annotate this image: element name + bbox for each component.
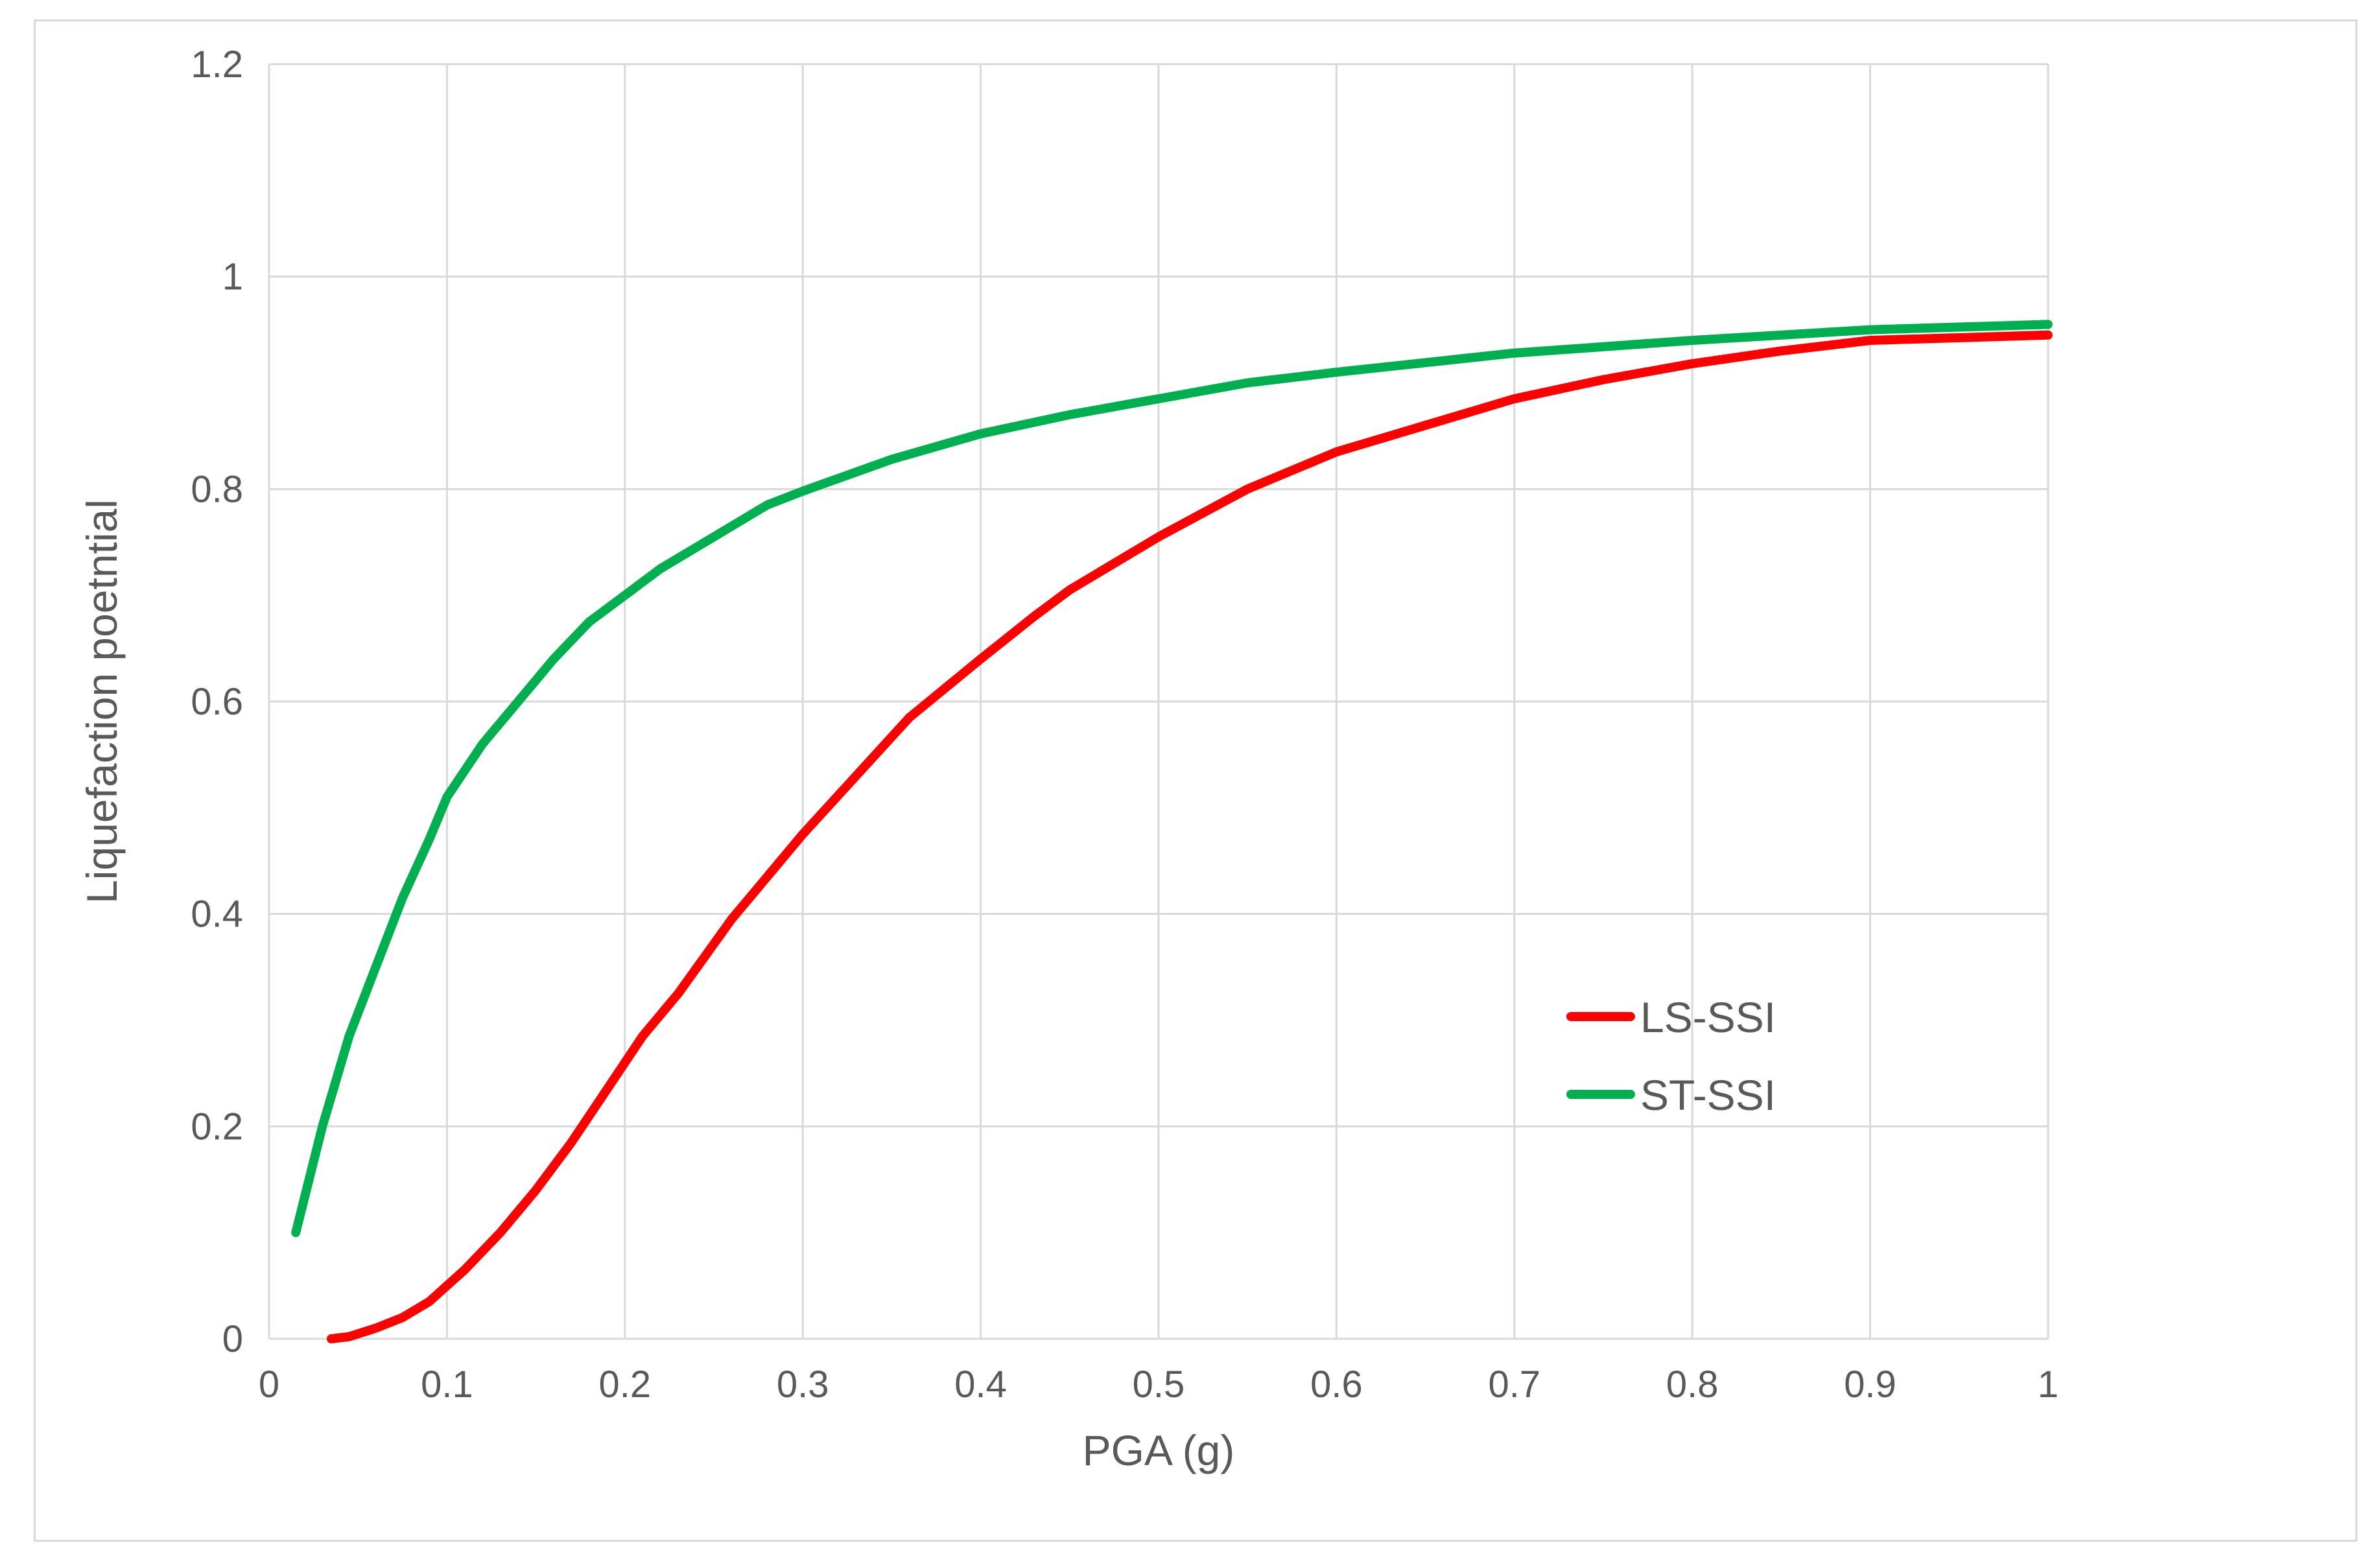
x-tick-label: 0 <box>259 1363 279 1406</box>
x-tick-label: 0.4 <box>954 1363 1007 1406</box>
series-lines <box>291 320 2053 1343</box>
y-tick-label: 1.2 <box>191 43 243 86</box>
x-tick-label: 0.7 <box>1488 1363 1540 1406</box>
x-axis-title: PGA (g) <box>1083 1426 1235 1474</box>
x-tick-label: 0.2 <box>598 1363 651 1406</box>
x-tick-label: 0.3 <box>777 1363 829 1406</box>
x-tick-label: 0.1 <box>421 1363 473 1406</box>
grid <box>268 63 2049 1340</box>
x-tick-label: 1 <box>2038 1363 2058 1406</box>
y-tick-label: 0.6 <box>191 681 243 723</box>
y-tick-label: 1 <box>222 256 243 298</box>
x-tick-label: 0.9 <box>1844 1363 1896 1406</box>
x-tick-label: 0.6 <box>1310 1363 1363 1406</box>
liquefaction-chart: 0 0.1 0.2 0.3 0.4 0.5 0.6 0.7 0.8 0.9 1 0 0.2 0.4 0.6 0… <box>78 43 2058 1474</box>
y-tick-label: 0 <box>222 1318 243 1360</box>
x-tick-label: 0.5 <box>1133 1363 1185 1406</box>
series-line-ls-ssi <box>327 330 2053 1343</box>
y-tick-label: 0.2 <box>191 1105 243 1148</box>
x-tick-label: 0.8 <box>1666 1363 1719 1406</box>
y-axis-title: Liquefaction poetntial <box>78 499 126 904</box>
legend-label-st-ssi: ST-SSI <box>1640 1071 1776 1119</box>
y-tick-label: 0.4 <box>191 893 243 936</box>
series-line-st-ssi <box>291 320 2053 1238</box>
y-tick-label: 0.8 <box>191 468 243 510</box>
chart-frame: 0 0.1 0.2 0.3 0.4 0.5 0.6 0.7 0.8 0.9 1 0 0.2 0.4 0.6 0… <box>34 19 2357 1542</box>
legend-label-ls-ssi: LS-SSI <box>1640 993 1776 1041</box>
tick-labels: 0 0.1 0.2 0.3 0.4 0.5 0.6 0.7 0.8 0.9 1 0 0.2 0.4 0.6 0… <box>191 43 2058 1406</box>
legend: LS-SSI ST-SSI <box>1566 993 1776 1119</box>
